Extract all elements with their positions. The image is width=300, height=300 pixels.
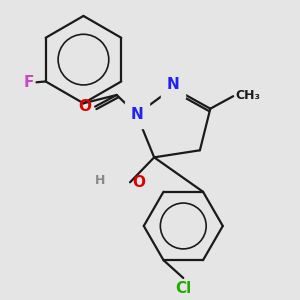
Text: O: O (78, 99, 91, 114)
Text: H: H (95, 174, 105, 187)
Text: N: N (167, 77, 179, 92)
Text: Cl: Cl (175, 281, 191, 296)
Text: N: N (130, 107, 143, 122)
Text: CH₃: CH₃ (235, 89, 260, 102)
Text: O: O (132, 175, 145, 190)
Text: F: F (23, 75, 34, 90)
